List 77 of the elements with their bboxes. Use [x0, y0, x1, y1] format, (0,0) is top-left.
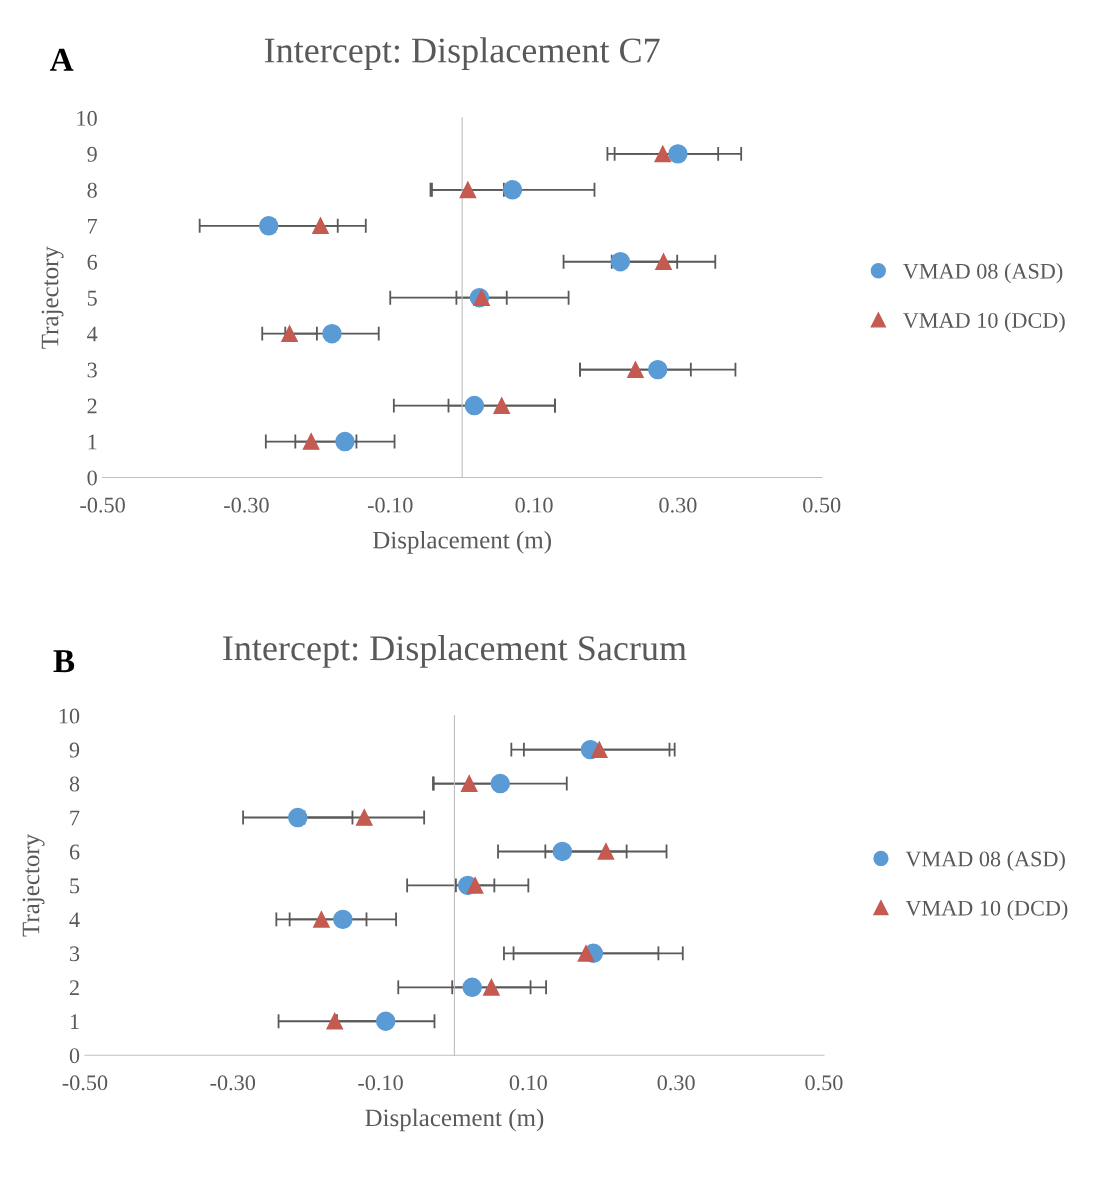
point — [288, 807, 308, 828]
point — [322, 323, 342, 344]
y-tick-label: 1 — [70, 1014, 79, 1029]
x-tick-label: 0.50 — [803, 497, 841, 513]
point — [460, 775, 478, 792]
y-tick-label: 10 — [77, 110, 97, 126]
text: A — [49, 48, 74, 71]
point — [577, 945, 595, 962]
y-tick-label: 8 — [87, 182, 97, 198]
x-tick-label: 0.50 — [805, 1075, 843, 1091]
point — [302, 433, 320, 450]
chart-title: Intercept: Displacement C7 — [264, 37, 660, 71]
legend-label: VMAD 10 (DCD) — [905, 900, 1068, 921]
point — [627, 361, 644, 378]
y-tick-label: 9 — [87, 146, 97, 162]
y-tick-label: 0 — [87, 470, 97, 486]
x-tick-label: 0.30 — [657, 1075, 695, 1091]
y-tick-label: 8 — [69, 776, 80, 792]
point — [355, 809, 373, 826]
point — [466, 877, 484, 894]
y-tick-label: 6 — [87, 254, 98, 270]
point — [655, 253, 672, 271]
legend-label: VMAD 08 (ASD) — [903, 263, 1063, 284]
point — [490, 773, 510, 794]
point — [459, 181, 477, 199]
legend-label: VMAD 08 (ASD) — [905, 850, 1065, 871]
y-tick-label: 5 — [70, 878, 80, 894]
x-tick-label: -0.10 — [367, 497, 413, 513]
point — [312, 217, 329, 235]
point — [597, 843, 615, 860]
y-tick-label: 2 — [69, 980, 79, 995]
chart-title: Intercept: Displacement Sacrum — [223, 635, 687, 668]
y-tick-label: 2 — [87, 398, 97, 414]
y-tick-label: 9 — [69, 742, 80, 758]
point — [493, 397, 511, 414]
x-tick-label: 0.30 — [659, 497, 697, 513]
y-tick-label: 3 — [87, 362, 97, 378]
y-tick-label: 7 — [70, 810, 80, 826]
x-tick-label: -0.50 — [80, 497, 125, 513]
point — [590, 741, 608, 758]
y-axis-title: Trajectory — [41, 246, 64, 349]
point — [668, 144, 688, 164]
y-tick-label: 4 — [69, 912, 80, 928]
point — [610, 252, 631, 272]
x-axis-title: Displacement (m) — [372, 530, 551, 554]
y-axis-title: Trajectory — [22, 833, 45, 937]
x-tick-label: -0.30 — [224, 497, 269, 513]
y-tick-label: 3 — [70, 946, 80, 962]
legend-label: VMAD 10 (DCD) — [903, 312, 1065, 333]
x-tick-label: 0.10 — [509, 1075, 547, 1091]
point — [375, 1011, 396, 1031]
point — [313, 911, 330, 928]
point — [462, 977, 482, 998]
x-axis-title: Displacement (m) — [365, 1108, 544, 1132]
x-tick-label: -0.50 — [62, 1075, 108, 1091]
point — [502, 180, 523, 200]
x-tick-label: -0.30 — [210, 1075, 256, 1091]
point — [552, 841, 573, 862]
point — [326, 1012, 344, 1030]
point — [333, 909, 353, 930]
point — [464, 395, 485, 416]
y-tick-label: 1 — [88, 434, 97, 450]
point — [335, 431, 355, 452]
y-tick-label: 7 — [88, 218, 98, 234]
y-tick-label: 6 — [69, 844, 80, 860]
point — [281, 325, 298, 342]
y-tick-label: 0 — [69, 1048, 80, 1064]
x-tick-label: -0.10 — [358, 1075, 403, 1091]
point — [654, 145, 672, 163]
text: B — [53, 650, 75, 673]
x-tick-label: 0.10 — [515, 497, 553, 513]
point — [648, 359, 668, 380]
y-tick-label: 10 — [59, 708, 80, 724]
point — [258, 216, 279, 236]
y-tick-label: 4 — [87, 326, 98, 342]
point — [483, 978, 500, 996]
y-tick-label: 5 — [87, 290, 97, 306]
